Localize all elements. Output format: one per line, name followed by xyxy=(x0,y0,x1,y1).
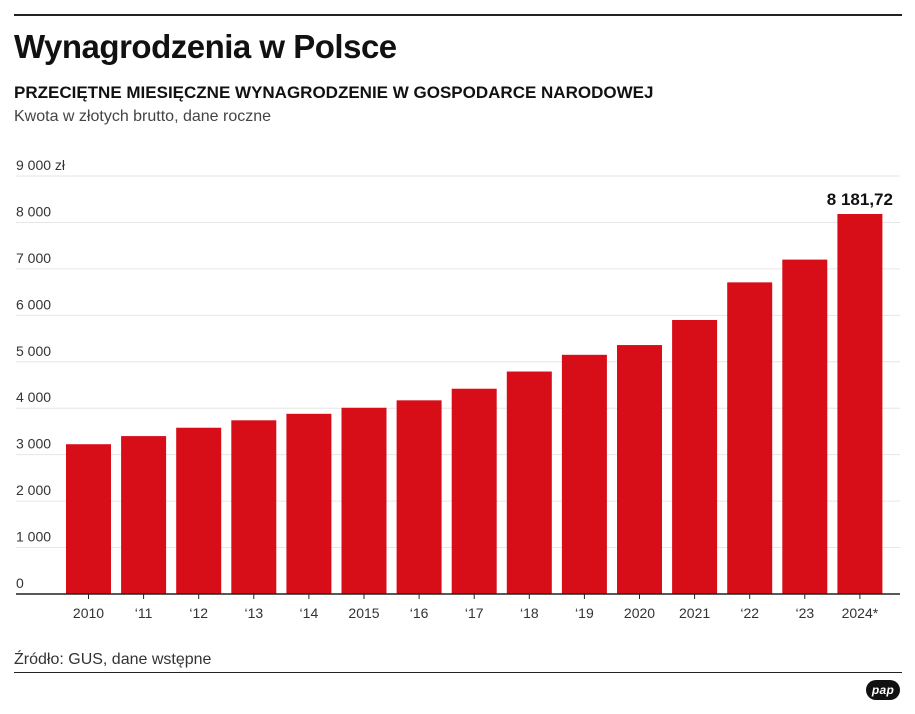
bar xyxy=(396,400,442,594)
y-tick-label: 4 000 xyxy=(16,389,51,405)
bar xyxy=(286,413,332,594)
x-tick-label: ‘14 xyxy=(300,605,319,621)
x-tick-label: 2024* xyxy=(842,605,879,621)
y-tick-label: 1 000 xyxy=(16,529,51,545)
data-label: 8 181,72 xyxy=(827,190,893,209)
x-tick-label: 2010 xyxy=(73,605,104,621)
x-tick-label: 2015 xyxy=(348,605,379,621)
x-tick-label: ‘13 xyxy=(244,605,263,621)
bar xyxy=(782,259,828,594)
bar xyxy=(617,345,662,594)
bar xyxy=(341,407,387,594)
x-tick-label: ‘12 xyxy=(189,605,208,621)
y-tick-label: 5 000 xyxy=(16,343,51,359)
bottom-rule xyxy=(14,672,902,673)
x-tick-label: ‘11 xyxy=(135,605,153,621)
chart-title: Wynagrodzenia w Polsce xyxy=(14,28,397,65)
bar xyxy=(451,388,497,594)
chart-subtitle: PRZECIĘTNE MIESIĘCZNE WYNAGRODZENIE W GO… xyxy=(14,83,654,102)
x-tick-label: ‘23 xyxy=(795,605,814,621)
x-tick-label: ‘16 xyxy=(410,605,429,621)
bar xyxy=(176,427,222,594)
y-tick-label: 8 000 xyxy=(16,203,51,219)
x-tick-label: ‘18 xyxy=(520,605,539,621)
chart-note: Kwota w złotych brutto, dane roczne xyxy=(14,108,272,125)
x-tick-label: ‘17 xyxy=(465,605,484,621)
bar xyxy=(66,444,111,594)
pap-logo: pap xyxy=(866,680,900,700)
y-tick-label: 7 000 xyxy=(16,250,51,266)
x-tick-label: ‘19 xyxy=(575,605,594,621)
x-tick-label: ‘22 xyxy=(740,605,759,621)
source-note: Źródło: GUS, dane wstępne xyxy=(14,651,212,668)
bar xyxy=(672,319,718,594)
bar xyxy=(231,420,277,594)
bar xyxy=(121,436,167,594)
bar xyxy=(837,214,883,594)
y-tick-label: 6 000 xyxy=(16,296,51,312)
bar xyxy=(561,354,607,594)
x-tick-label: 2021 xyxy=(679,605,710,621)
bar xyxy=(727,282,773,594)
y-tick-label: 9 000 zł xyxy=(16,157,66,173)
x-tick-label: 2020 xyxy=(624,605,655,621)
y-tick-label: 0 xyxy=(16,575,24,591)
y-tick-label: 2 000 xyxy=(16,482,51,498)
bar-chart: 0 1 000 2 000 3 000 4 000 5 000 6 000 7 000 8 00… xyxy=(16,157,900,621)
y-tick-label: 3 000 xyxy=(16,436,51,452)
top-rule xyxy=(14,14,902,16)
bar xyxy=(506,371,552,594)
